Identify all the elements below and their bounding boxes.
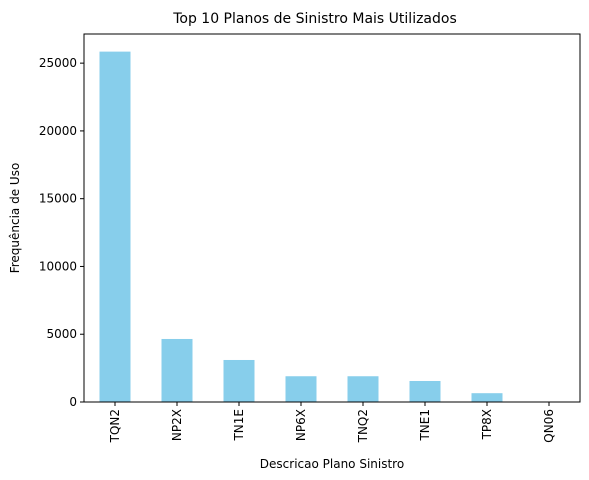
x-axis-label: Descricao Plano Sinistro (260, 457, 404, 471)
chart-title: Top 10 Planos de Sinistro Mais Utilizado… (172, 11, 457, 27)
y-axis: 0 5000 10000 15000 20000 25000 (39, 56, 84, 409)
bar-np6x (285, 376, 317, 402)
plot-frame (83, 33, 581, 403)
y-tick-label-25000: 25000 (39, 56, 77, 70)
bar-tqn2 (99, 51, 131, 402)
bars-group (99, 51, 565, 402)
y-axis-label: Frequência de Uso (8, 163, 22, 274)
bar-tne1 (409, 380, 441, 402)
y-tick-label-15000: 15000 (39, 192, 77, 206)
bar-tn1e (223, 359, 255, 402)
y-tick-label-5000: 5000 (46, 327, 77, 341)
bar-tnq2 (347, 376, 379, 402)
x-tick-label-qn06: QN06 (542, 409, 556, 443)
bar-tp8x (471, 393, 503, 402)
x-tick-label-tn1e: TN1E (232, 409, 246, 442)
x-tick-label-np6x: NP6X (294, 409, 308, 441)
x-axis: TQN2 NP2X TN1E NP6X TNQ2 TNE1 TP8X QN06 (108, 402, 556, 443)
x-tick-label-tnq2: TNQ2 (356, 409, 370, 443)
x-tick-label-tqn2: TQN2 (108, 409, 122, 443)
y-tick-label-20000: 20000 (39, 124, 77, 138)
bar-np2x (161, 338, 193, 402)
x-tick-label-np2x: NP2X (170, 409, 184, 441)
x-tick-label-tp8x: TP8X (480, 409, 494, 440)
y-tick-label-10000: 10000 (39, 259, 77, 273)
y-tick-label-0: 0 (69, 395, 77, 409)
x-tick-label-tne1: TNE1 (418, 409, 432, 442)
